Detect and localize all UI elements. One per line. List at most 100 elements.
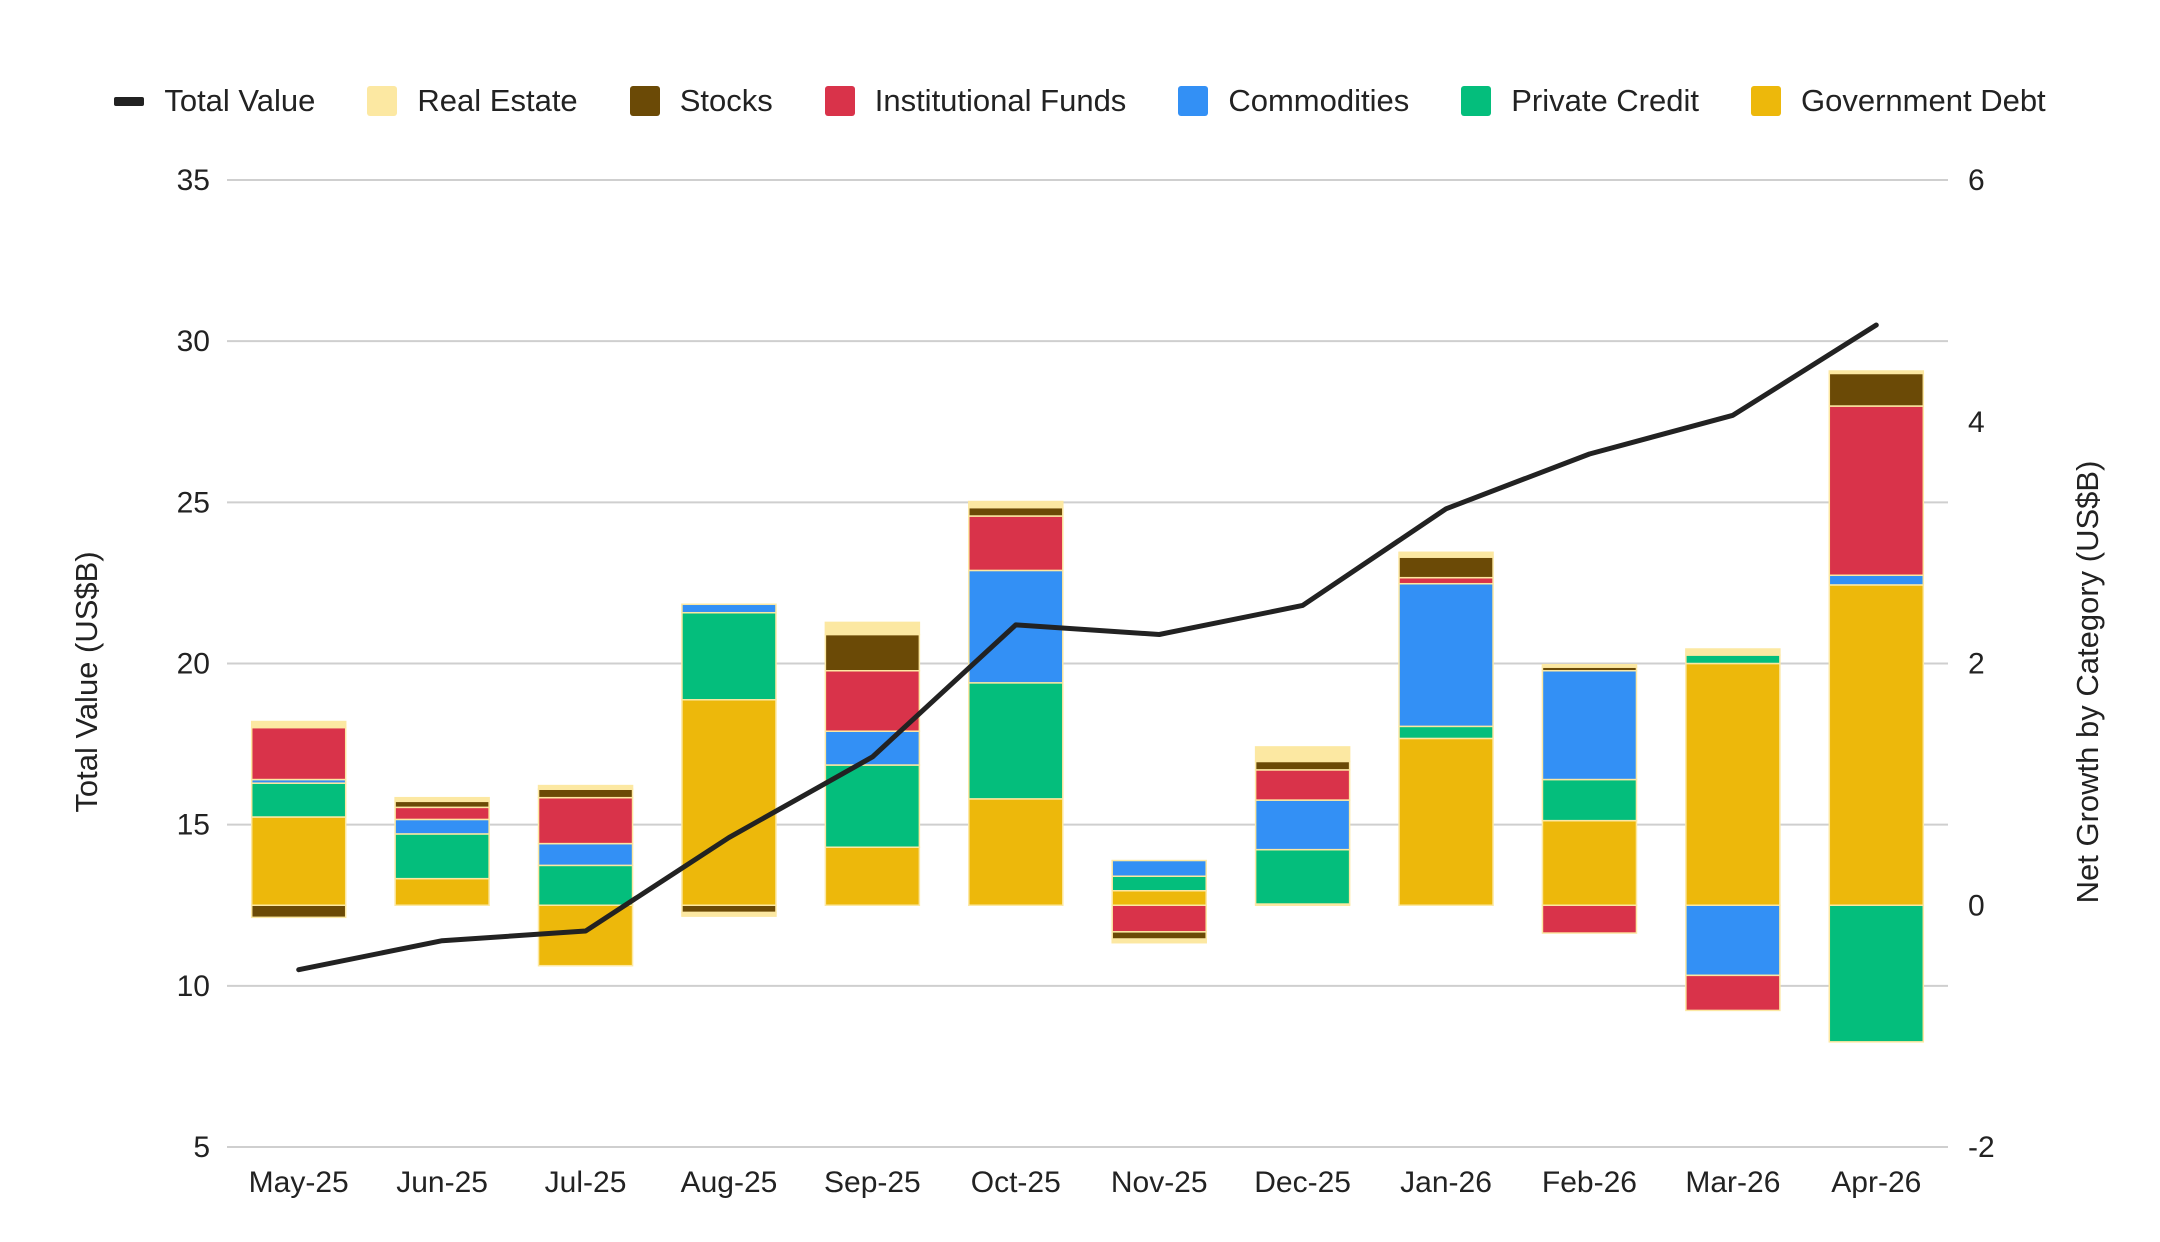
bar-segment-real-estate <box>1398 551 1494 558</box>
bar-segment-real-estate <box>968 500 1064 509</box>
bar-segment-real-estate <box>1111 938 1207 944</box>
bar-segment-real-estate <box>1685 648 1781 656</box>
left-tick-label: 25 <box>177 486 210 519</box>
bar-segment-commodities <box>1398 582 1494 728</box>
bar-segment-stocks <box>968 506 1064 517</box>
bar-segment-institutional-funds <box>1111 904 1207 933</box>
x-tick-label: Dec-25 <box>1254 1166 1351 1199</box>
bar-segment-private-credit <box>1398 725 1494 740</box>
right-tick-label: 2 <box>1968 648 1985 681</box>
bar-segment-institutional-funds <box>968 515 1064 572</box>
bar-stack-jun-25 <box>394 796 490 906</box>
bar-segment-commodities <box>1685 904 1781 977</box>
bar-stack-feb-26 <box>1541 663 1638 934</box>
bar-segment-real-estate <box>250 720 347 729</box>
left-axis-ticks: 5 10 15 20 25 30 35 <box>177 164 210 1164</box>
legend-swatch <box>367 86 398 116</box>
bar-segment-government-debt <box>1541 819 1638 907</box>
bar-segment-commodities <box>1111 859 1207 877</box>
total-value-point <box>1445 508 1447 510</box>
bar-stack-mar-26 <box>1685 648 1781 1012</box>
bar-stack-dec-25 <box>1254 746 1351 907</box>
bar-segment-stocks <box>824 633 921 672</box>
total-value-point <box>1875 324 1877 326</box>
bar-segment-commodities <box>1541 670 1638 781</box>
bar-segment-real-estate <box>824 621 921 636</box>
bar-segment-institutional-funds <box>1685 974 1781 1012</box>
bar-segment-private-credit <box>681 611 777 701</box>
total-value-line-layer <box>296 322 1879 973</box>
right-tick-label: 6 <box>1968 164 1985 197</box>
bar-segment-institutional-funds <box>1541 904 1638 934</box>
bar-segment-institutional-funds <box>1254 769 1351 801</box>
bar-segment-stocks <box>1254 760 1351 771</box>
total-value-line <box>296 322 1879 973</box>
bar-segment-real-estate <box>1541 663 1638 668</box>
bar-segment-commodities <box>1828 574 1925 586</box>
total-value-point <box>441 940 443 942</box>
total-value-point <box>1588 453 1590 455</box>
legend-item-commodities: Commodities <box>1178 83 1409 119</box>
bar-segment-stocks <box>394 800 490 809</box>
right-axis-ticks: -2 0 2 4 6 <box>1968 164 1995 1164</box>
legend-swatch <box>1751 86 1781 116</box>
bar-stack-apr-26 <box>1828 370 1925 1043</box>
legend-swatch <box>629 86 660 116</box>
bar-segment-commodities <box>1254 799 1351 851</box>
chart-legend: Total Value Real Estate Stocks Institutiona… <box>0 78 2160 124</box>
x-tick-label: Jul-25 <box>545 1166 627 1199</box>
bar-segment-private-credit <box>394 833 490 880</box>
bar-stack-aug-25 <box>681 603 777 917</box>
x-tick-label: Mar-26 <box>1685 1166 1780 1199</box>
bar-segment-stocks <box>681 904 777 914</box>
x-tick-label: Feb-26 <box>1542 1166 1637 1199</box>
total-value-point <box>1015 624 1017 626</box>
total-value-point <box>728 837 730 839</box>
bar-segment-private-credit <box>1541 778 1638 822</box>
legend-swatch <box>824 86 855 116</box>
bar-segment-real-estate <box>394 796 490 803</box>
bar-segment-institutional-funds <box>1828 405 1925 577</box>
legend-swatch <box>114 96 145 106</box>
bar-stack-nov-25 <box>1111 859 1207 944</box>
x-tick-label: Apr-26 <box>1831 1166 1921 1199</box>
bar-segment-private-credit <box>1111 875 1207 892</box>
legend-item-real-estate: Real Estate <box>367 83 578 119</box>
legend-label: Stocks <box>679 83 773 118</box>
legend-label: Commodities <box>1228 83 1410 118</box>
bar-stack-may-25 <box>250 720 347 919</box>
right-tick-label: -2 <box>1968 1131 1995 1164</box>
total-value-point <box>1158 633 1160 635</box>
total-value-point <box>871 756 873 758</box>
bar-stack-jul-25 <box>537 784 634 967</box>
legend-swatch <box>1178 86 1209 116</box>
bar-stack-oct-25 <box>968 500 1064 907</box>
legend-item-institutional-funds: Institutional Funds <box>824 83 1126 119</box>
x-tick-label: Aug-25 <box>681 1166 778 1199</box>
total-value-point <box>1302 604 1304 606</box>
left-tick-label: 30 <box>177 325 210 358</box>
left-tick-label: 15 <box>177 809 210 842</box>
bar-segment-real-estate <box>537 784 634 790</box>
x-tick-label: Jan-26 <box>1400 1166 1492 1199</box>
bar-segment-stocks <box>537 788 634 799</box>
bar-segment-real-estate <box>1828 370 1925 375</box>
bar-segment-private-credit <box>968 682 1064 800</box>
left-axis-title: Total Value (US$B) <box>69 551 104 812</box>
left-tick-label: 10 <box>177 970 210 1003</box>
x-tick-label: Sep-25 <box>824 1166 921 1199</box>
legend-item-total-value: Total Value <box>114 83 315 119</box>
left-tick-label: 5 <box>193 1131 210 1164</box>
legend-label: Total Value <box>164 83 316 118</box>
left-tick-label: 20 <box>177 648 210 681</box>
right-tick-label: 0 <box>1968 889 1985 922</box>
bar-segment-government-debt <box>394 877 490 906</box>
bar-stack-sep-25 <box>824 621 921 906</box>
legend-item-stocks: Stocks <box>629 83 773 119</box>
gridlines <box>227 179 1948 1148</box>
bar-segment-government-debt <box>1111 889 1207 906</box>
bar-segment-stocks <box>250 904 347 919</box>
legend-item-government-debt: Government Debt <box>1751 83 2046 119</box>
x-tick-label: Oct-25 <box>971 1166 1061 1199</box>
